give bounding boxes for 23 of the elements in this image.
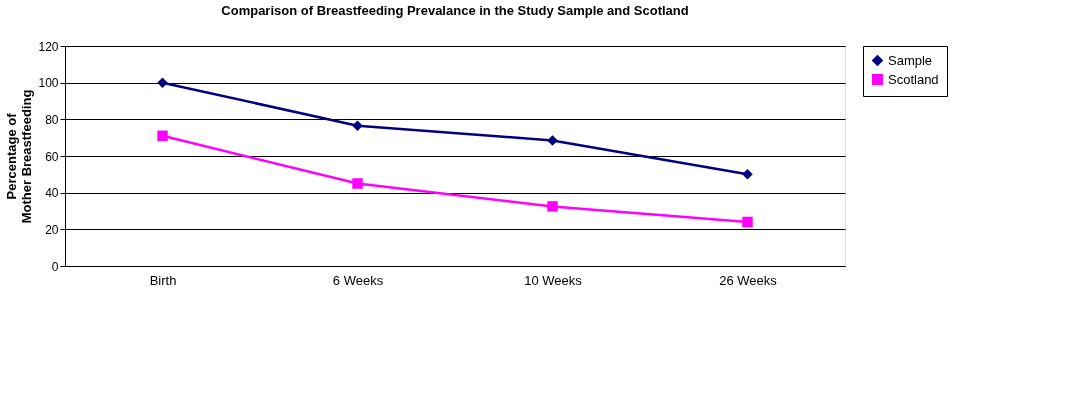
y-tick-label: 100 <box>38 76 59 91</box>
chart-title: Comparison of Breastfeeding Prevalance in the Study Sample and Scotland <box>221 3 689 18</box>
point <box>547 135 558 146</box>
point <box>352 178 363 189</box>
x-tick-label: Birth <box>149 272 177 288</box>
point <box>157 77 168 88</box>
y-tick-label: 60 <box>45 149 59 164</box>
point <box>742 169 753 180</box>
y-tick-label: 0 <box>51 259 59 274</box>
y-tick-label: 120 <box>38 39 59 54</box>
point <box>547 201 558 212</box>
y-tick-label: 40 <box>45 186 59 201</box>
y-tick-label: 20 <box>45 222 59 237</box>
y-tick-label: 80 <box>45 112 59 127</box>
x-tick-label: 26 Weeks <box>719 272 778 288</box>
point <box>742 216 753 228</box>
legend-label: Sample <box>888 52 933 68</box>
x-tick-label: 6 Weeks <box>332 272 384 288</box>
y-axis-title: Percentage of Mother Breastfeeding <box>4 89 35 224</box>
legend-label: Scotland <box>888 71 939 87</box>
x-tick-label: 10 Weeks <box>524 272 583 288</box>
point <box>157 130 168 142</box>
point <box>352 120 363 131</box>
